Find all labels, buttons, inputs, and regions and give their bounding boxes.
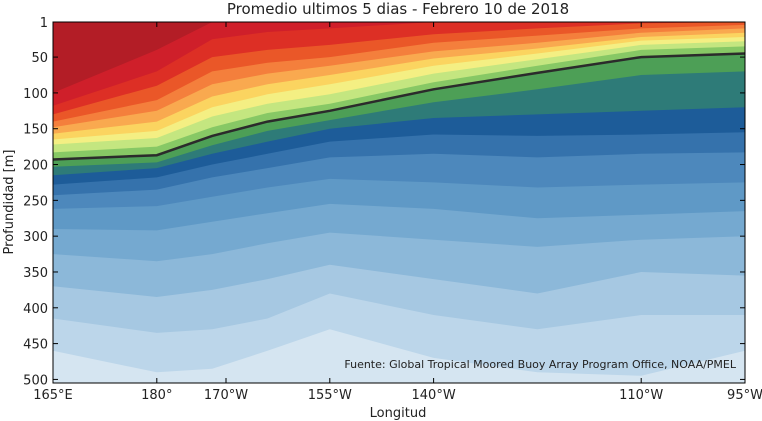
x-tick-label: 165°E [33,388,73,403]
source-note: Fuente: Global Tropical Moored Buoy Arra… [344,358,736,371]
y-tick-label: 100 [23,87,48,102]
x-tick-label: 180° [141,388,172,403]
x-tick-label: 170°W [204,388,248,403]
x-tick-label: 95°W [727,388,762,403]
plot-frame [52,21,746,384]
x-tick-label: 110°W [619,388,663,403]
y-tick-label: 1 [40,16,48,31]
y-tick-label: 150 [23,123,48,138]
x-tick-label: 140°W [412,388,456,403]
contour-band-18 [53,22,745,115]
chart-title: Promedio ultimos 5 dias - Febrero 10 de … [227,0,569,18]
y-tick-label: 400 [23,302,48,317]
plot-area [52,22,746,383]
y-tick-label: 350 [23,266,48,281]
isotherm-line [52,52,746,161]
y-tick-label: 250 [23,194,48,209]
y-tick-label: 500 [23,373,48,388]
y-tick-label: 200 [23,159,48,174]
x-axis-label: Longitud [370,406,427,421]
y-axis-label: Profundidad [m] [2,150,17,255]
x-tick-label: 155°W [308,388,352,403]
contour-band-20 [53,22,745,93]
y-tick-label: 300 [23,230,48,245]
y-tick-label: 50 [31,51,48,66]
y-tick-label: 450 [23,338,48,353]
